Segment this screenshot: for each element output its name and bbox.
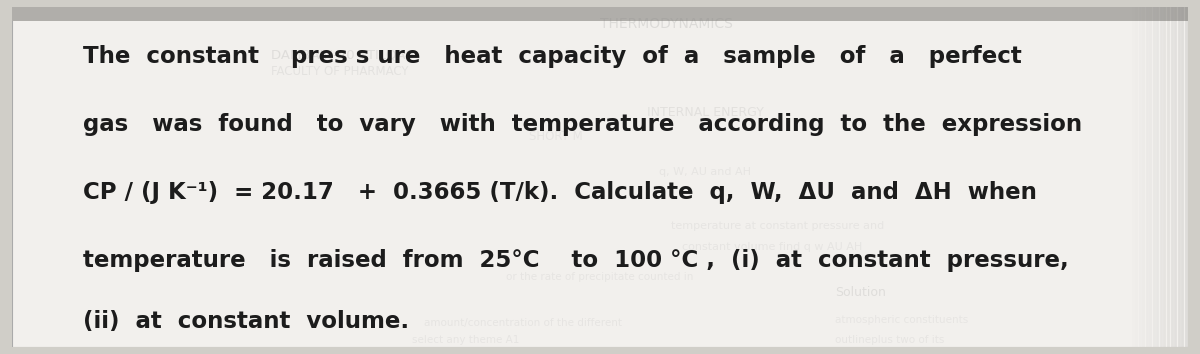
Text: DAMBAIN-40 YTILQA9: DAMBAIN-40 YTILQA9 [271, 48, 414, 62]
Text: q, W, AU and AH: q, W, AU and AH [659, 167, 751, 177]
Text: THERMODYNAMICS: THERMODYNAMICS [600, 17, 733, 31]
Text: The  constant    pres s ure   heat  capacity  of  a   sample   of   a   perfect: The constant pres s ure heat capacity of… [83, 45, 1021, 68]
Text: temperature at constant pressure and: temperature at constant pressure and [671, 221, 884, 232]
Text: gas   was  found   to  vary   with  temperature   according  to  the  expression: gas was found to vary with temperature a… [83, 113, 1081, 136]
Text: outlineplus two of its: outlineplus two of its [835, 335, 944, 345]
Text: atmospheric constituents: atmospheric constituents [835, 315, 968, 325]
Text: temperature   is  raised  from  25°C    to  100 °C ,  (i)  at  constant  pressur: temperature is raised from 25°C to 100 °… [83, 249, 1068, 272]
Text: FACULTY OF PHARMACY: FACULTY OF PHARMACY [271, 65, 408, 79]
Text: Solution: Solution [835, 286, 886, 299]
Text: constant volume find q w AU AH: constant volume find q w AU AH [683, 242, 863, 252]
Text: CP / (J K⁻¹)  = 20.17   +  0.3665 (T/k).  Calculate  q,  W,  ΔU  and  ΔH  when: CP / (J K⁻¹) = 20.17 + 0.3665 (T/k). Cal… [83, 181, 1037, 204]
Text: select any theme A1: select any theme A1 [412, 335, 520, 345]
Text: or the rate of precipitate counted in: or the rate of precipitate counted in [506, 272, 694, 282]
Bar [12, 7, 1188, 21]
Text: amount/concentration of the different: amount/concentration of the different [424, 318, 622, 328]
Text: (ii)  at  constant  volume.: (ii) at constant volume. [83, 310, 409, 333]
Text: SHORT M: SHORT M [529, 130, 583, 143]
Text: INTERNAL ENERGY: INTERNAL ENERGY [647, 106, 764, 119]
